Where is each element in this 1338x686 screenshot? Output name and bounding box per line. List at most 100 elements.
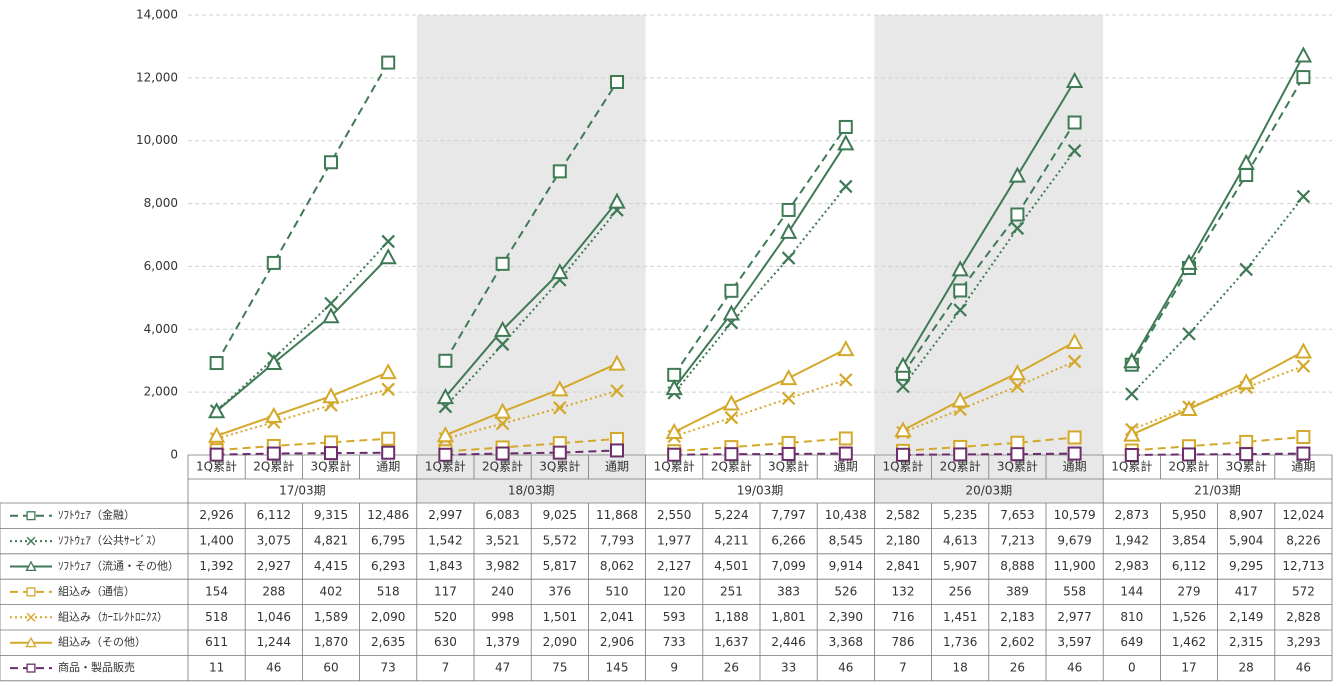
table-cell: 2,127 (657, 559, 691, 573)
table-cell: 117 (434, 584, 457, 598)
series-line (1131, 365, 1304, 431)
marker (324, 296, 338, 311)
table-cell: 998 (491, 610, 514, 624)
marker (324, 155, 338, 170)
marker (1180, 253, 1198, 270)
marker (1296, 70, 1311, 85)
x-tick-label: 通期 (376, 460, 400, 474)
table-cell: 6,266 (771, 534, 805, 548)
table-cell: 733 (663, 635, 686, 649)
period-label: 17/03期 (279, 484, 326, 498)
table-cell: 1,977 (657, 534, 691, 548)
marker (1296, 359, 1311, 373)
series-line (673, 348, 847, 433)
table-cell: 2,977 (1057, 610, 1091, 624)
marker (1065, 332, 1084, 349)
table-cell: 593 (663, 610, 686, 624)
marker (1067, 354, 1082, 369)
x-tick-label: 3Q累計 (310, 459, 351, 474)
table-cell: 28 (1239, 661, 1254, 675)
table-cell: 1,526 (1172, 610, 1206, 624)
table-cell: 3,597 (1057, 635, 1091, 649)
table-cell: 256 (949, 584, 972, 598)
table-cell: 1,801 (771, 610, 805, 624)
marker (779, 369, 798, 386)
table-cell: 11,868 (596, 508, 638, 522)
legend-label: ｿﾌﾄｳｪｱ（流通・その他） (58, 559, 179, 573)
table-cell: 5,907 (943, 559, 977, 573)
marker (953, 303, 967, 317)
marker (266, 255, 281, 270)
series-line (674, 452, 846, 456)
x-tick-label: 1Q累計 (882, 459, 923, 474)
table-cell: 1,736 (943, 635, 977, 649)
table-cell: 46 (266, 661, 281, 675)
table-cell: 9,914 (829, 559, 863, 573)
legend-marker (26, 511, 36, 521)
table-cell: 17 (1181, 661, 1196, 675)
marker (266, 446, 281, 461)
marker (381, 55, 396, 70)
marker (493, 402, 512, 419)
marker (610, 75, 624, 90)
table-cell: 279 (1178, 584, 1201, 598)
table-cell: 47 (495, 661, 510, 675)
table-cell: 7,797 (771, 508, 805, 522)
marker (1067, 430, 1082, 445)
series-line (444, 209, 618, 408)
x-tick-label: 2Q累計 (940, 459, 981, 474)
table-cell: 46 (838, 661, 853, 675)
x-tick-label: 通期 (1063, 460, 1087, 474)
table-cell: 2,635 (371, 635, 405, 649)
marker (1010, 435, 1025, 450)
table-cell: 2,841 (886, 559, 920, 573)
marker (379, 363, 397, 380)
series-line (902, 341, 1076, 432)
table-cell: 5,817 (543, 559, 577, 573)
x-tick-label: 3Q累計 (539, 459, 580, 474)
marker (1182, 447, 1196, 462)
y-tick-label: 10,000 (136, 133, 178, 147)
table-cell: 46 (1067, 661, 1082, 675)
y-tick-label: 4,000 (144, 322, 178, 336)
table-cell: 3,368 (829, 635, 863, 649)
marker (436, 387, 455, 405)
table-cell: 8,226 (1286, 534, 1320, 548)
marker (436, 426, 455, 443)
x-tick-label: 2Q累計 (253, 459, 294, 474)
marker (265, 353, 283, 371)
marker (724, 283, 739, 298)
table-cell: 10,438 (825, 508, 867, 522)
period-label: 19/03期 (737, 484, 784, 498)
table-cell: 4,415 (314, 559, 348, 573)
marker (951, 260, 969, 277)
table-cell: 417 (1235, 584, 1258, 598)
series-line (216, 437, 389, 452)
table-cell: 1,542 (428, 534, 462, 548)
table-cell: 1,870 (314, 635, 348, 649)
table-cell: 9,025 (543, 508, 577, 522)
table-cell: 7 (899, 661, 907, 675)
table-cell: 5,950 (1172, 508, 1206, 522)
series-line (445, 362, 618, 437)
table-cell: 2,390 (829, 610, 863, 624)
table-cell: 611 (205, 635, 228, 649)
marker (1294, 342, 1313, 359)
marker (722, 394, 741, 411)
table-cell: 2,315 (1229, 635, 1263, 649)
series-line (1131, 436, 1304, 452)
table-cell: 18 (953, 661, 968, 675)
marker (495, 337, 510, 352)
table-cell: 1,462 (1172, 635, 1206, 649)
table-cell: 11 (209, 661, 224, 675)
table-cell: 4,211 (714, 534, 748, 548)
marker (1237, 153, 1255, 170)
series-line (215, 256, 389, 413)
table-cell: 2,090 (543, 635, 577, 649)
table-cell: 383 (777, 584, 800, 598)
table-cell: 518 (377, 584, 400, 598)
legend-label: 組込み（その他） (58, 636, 146, 649)
table-cell: 389 (1006, 584, 1029, 598)
table-cell: 0 (1128, 661, 1136, 675)
